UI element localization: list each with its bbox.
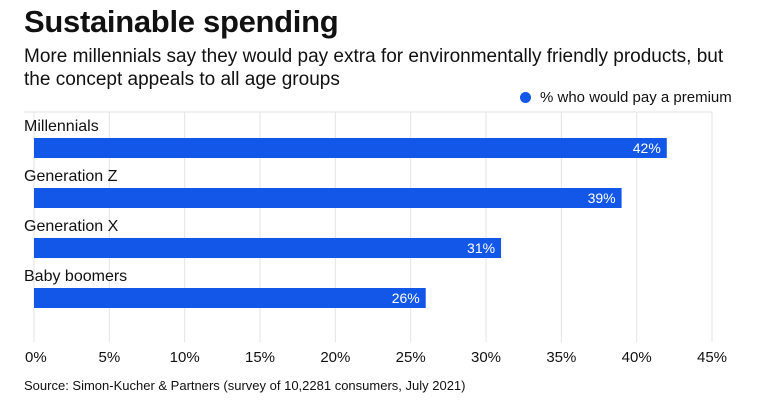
category-label: Generation Z bbox=[24, 168, 118, 185]
chart-title: Sustainable spending bbox=[24, 4, 339, 39]
x-tick-label: 45% bbox=[697, 349, 727, 366]
legend: % who would pay a premium bbox=[520, 87, 732, 107]
x-tick-label: 5% bbox=[98, 349, 120, 366]
bar-value-label: 42% bbox=[633, 140, 661, 156]
x-tick-label: 25% bbox=[396, 349, 426, 366]
category-label: Millennials bbox=[24, 118, 99, 135]
legend-swatch bbox=[520, 91, 531, 103]
source-note: Source: Simon-Kucher & Partners (survey … bbox=[24, 378, 466, 393]
bar-value-label: 31% bbox=[467, 240, 495, 256]
x-tick-label: 10% bbox=[170, 349, 200, 366]
chart-subtitle: More millennials say they would pay extr… bbox=[24, 46, 724, 90]
x-tick-label: 20% bbox=[320, 349, 350, 366]
x-tick-label: 30% bbox=[471, 349, 501, 366]
bar bbox=[34, 188, 622, 208]
bar-value-label: 26% bbox=[392, 290, 420, 306]
legend-label: % who would pay a premium bbox=[540, 88, 732, 106]
x-tick-label: 0% bbox=[25, 349, 47, 366]
bar bbox=[34, 288, 426, 308]
category-label: Baby boomers bbox=[24, 268, 127, 285]
x-tick-label: 35% bbox=[546, 349, 576, 366]
x-tick-label: 15% bbox=[245, 349, 275, 366]
x-tick-label: 40% bbox=[622, 349, 652, 366]
bar bbox=[34, 138, 667, 158]
bar-value-label: 39% bbox=[588, 190, 616, 206]
bar bbox=[34, 238, 502, 258]
category-label: Generation X bbox=[24, 218, 119, 235]
